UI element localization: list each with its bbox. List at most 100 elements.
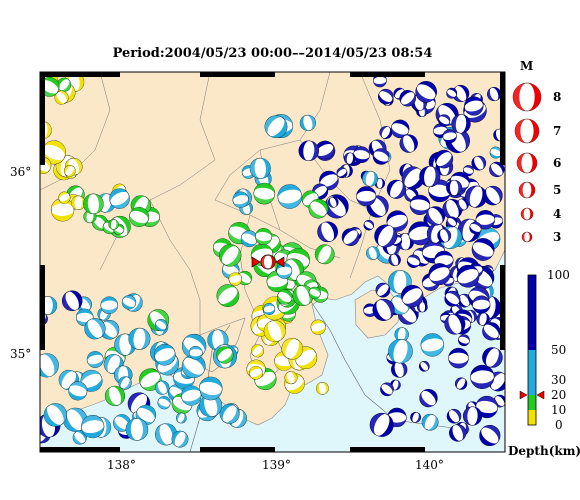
earthquake-beachball [216,284,240,307]
earthquake-beachball [284,371,298,385]
earthquake-beachball [264,115,288,139]
earthquake-beachball [317,221,338,243]
earthquake-beachball [308,286,321,299]
earthquake-beachball [482,347,503,368]
earthquake-beachball [379,126,393,139]
lon-label-140: 140° [415,458,444,472]
earthquake-beachball [175,412,187,424]
earthquake-beachball [479,424,501,447]
earthquake-beachball [362,170,378,187]
earthquake-beachball [465,185,488,208]
earthquake-beachball [253,182,276,205]
earthquake-beachball [482,322,501,341]
earthquake-beachball [458,334,470,347]
earthquake-beachball [310,319,326,335]
earthquake-beachball [372,298,395,321]
event-arrow-left [251,256,261,268]
earthquake-beachball [386,179,406,199]
earthquake-beachball [388,338,413,364]
earthquake-beachball [438,114,451,127]
earthquake-beachball [464,96,484,116]
earthquake-beachball [188,345,203,360]
magnitude-legend-label: 8 [553,90,561,104]
earthquake-beachball [251,344,265,358]
earthquake-beachball [437,228,452,243]
earthquake-beachball [181,385,202,406]
magnitude-legend-ball [521,231,533,243]
depth-tick-20: 20 [551,388,566,402]
earthquake-beachball [472,295,491,314]
earthquake-beachball [216,346,234,364]
earthquake-beachball [249,365,263,380]
earthquake-beachball [378,88,394,105]
earthquake-beachball [263,303,276,315]
lat-label-36: 36° [10,165,31,179]
depth-scale: 100 50 30 20 10 0 Depth(km) [508,268,580,458]
earthquake-beachball [372,148,390,165]
earthquake-beachball [277,289,293,305]
earthquake-beachball [409,194,431,216]
earthquake-beachball [63,407,88,432]
depth-tick-100: 100 [547,268,570,282]
earthquake-beachball [308,198,329,219]
earthquake-beachball [425,206,446,226]
magnitude-legend-ball [514,118,540,144]
earthquake-beachball [419,165,441,188]
depth-scale-title: Depth(km) [508,444,580,458]
earthquake-beachball [369,412,394,437]
magnitude-legend-label: 5 [553,183,561,197]
magnitude-legend-label: 3 [553,230,561,244]
earthquake-beachball [366,246,380,260]
depth-bar-segment [528,350,536,395]
earthquake-beachball [108,219,119,230]
earthquake-beachball [448,347,469,369]
earthquake-beachball [228,272,242,286]
earthquake-beachball [446,216,458,228]
earthquake-beachball [487,87,502,102]
earthquake-beachball [336,167,348,179]
depth-bar-segment [528,410,536,425]
magnitude-legend-title: M [520,59,533,73]
earthquake-beachball [86,351,104,368]
depth-tick-0: 0 [555,418,563,432]
earthquake-beachball [128,327,151,350]
earthquake-beachball [406,254,421,268]
lon-label-138: 138° [107,458,136,472]
earthquake-beachball [263,320,286,343]
map-panel [40,72,505,452]
earthquake-beachball [391,361,408,378]
earthquake-beachball [281,338,304,360]
earthquake-beachball [61,290,83,312]
magnitude-legend-label: 7 [553,124,561,138]
earthquake-beachball [63,165,76,177]
earthquake-beachball [449,424,467,442]
depth-marker [519,390,545,400]
earthquake-beachball [104,385,126,406]
earthquake-beachball [399,134,418,153]
earthquake-beachball [299,114,316,131]
earthquake-beachball [121,295,137,310]
earthquake-beachball [68,381,88,401]
earthquake-beachball [444,290,461,307]
highlighted-event [251,254,285,270]
earthquake-beachball [109,188,130,209]
earthquake-beachball [199,394,223,418]
earthquake-beachball [410,411,422,423]
earthquake-beachball [471,238,495,261]
earthquake-beachball [353,146,370,164]
earthquake-beachball [249,157,271,179]
depth-tick-10: 10 [551,403,566,417]
earthquake-beachball [118,376,132,390]
earthquake-beachball [356,186,377,207]
earthquake-beachball [363,219,375,231]
magnitude-legend-ball [518,181,536,199]
depth-bar-segment [528,275,536,350]
earthquake-beachball [232,191,249,208]
earthquake-beachball [421,413,439,431]
earthquake-beachball [418,360,430,372]
earthquake-beachball [125,418,149,441]
earthquake-beachball [375,282,391,298]
depth-tick-50: 50 [551,343,566,357]
earthquake-beachball [452,84,470,103]
